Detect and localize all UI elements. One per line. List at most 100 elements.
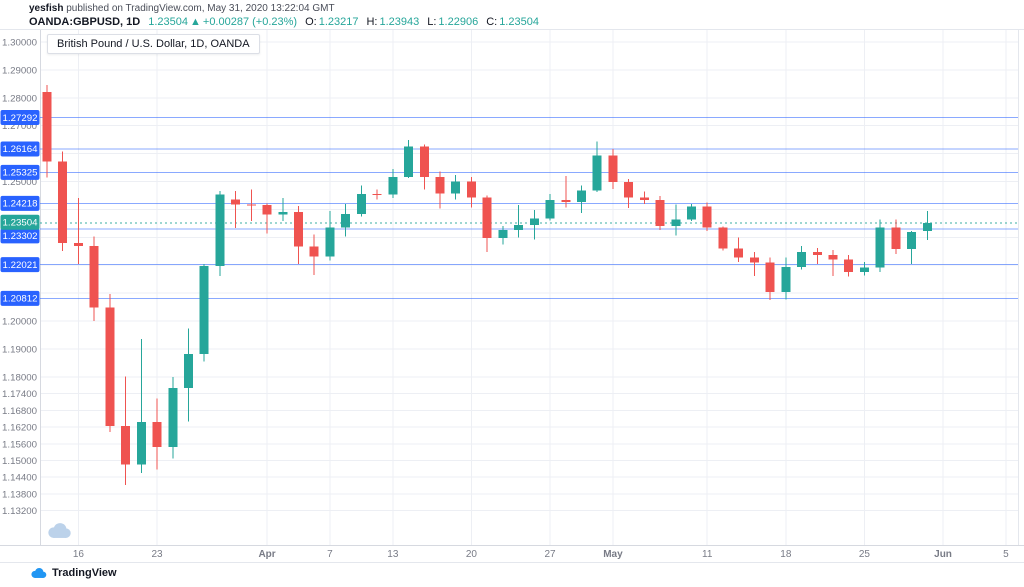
candle-body bbox=[624, 181, 634, 198]
candle-body bbox=[419, 146, 429, 178]
x-axis-label: 27 bbox=[544, 549, 556, 560]
candle-body bbox=[875, 227, 885, 268]
candle-body bbox=[105, 307, 115, 427]
candle-body bbox=[466, 181, 476, 198]
x-axis-label: 11 bbox=[702, 549, 713, 560]
candle-body bbox=[435, 177, 445, 194]
candle-body bbox=[561, 200, 571, 202]
x-axis-label: 13 bbox=[387, 549, 399, 560]
candle-body bbox=[325, 227, 335, 257]
publish-info: yesfish published on TradingView.com, Ma… bbox=[29, 3, 335, 14]
price-level-badge bbox=[0, 110, 40, 126]
candle-body bbox=[294, 212, 304, 247]
symbol-title[interactable]: OANDA:GBPUSD, 1D bbox=[29, 16, 141, 28]
y-axis-label: 1.13200 bbox=[2, 506, 37, 517]
x-axis-label: Apr bbox=[258, 549, 275, 560]
y-axis-label: 1.30000 bbox=[2, 38, 37, 49]
open-label: O: bbox=[305, 16, 317, 28]
candle-body bbox=[592, 155, 602, 191]
y-axis-label: 1.28000 bbox=[2, 93, 37, 104]
candle-body bbox=[639, 197, 649, 200]
candle-body bbox=[341, 214, 351, 228]
x-axis-label: 25 bbox=[859, 549, 871, 560]
publish-text: published on TradingView.com, May 31, 20… bbox=[63, 3, 335, 14]
symbol-status-line: OANDA:GBPUSD, 1D 1.23504 ▲ +0.00287 (+0.… bbox=[29, 16, 539, 28]
y-axis-label: 1.27000 bbox=[2, 121, 37, 132]
tradingview-footer-link[interactable]: TradingView bbox=[30, 567, 117, 579]
last-price: 1.23504 bbox=[148, 16, 188, 28]
y-axis-label: 1.29000 bbox=[2, 65, 37, 76]
candle-body bbox=[498, 230, 508, 239]
candle-body bbox=[687, 206, 697, 220]
author-name: yesfish bbox=[29, 3, 64, 14]
price-level-badge bbox=[0, 141, 40, 157]
candle-body bbox=[89, 245, 99, 308]
low-value: 1.22906 bbox=[438, 16, 479, 28]
y-axis-label: 1.13800 bbox=[2, 489, 37, 500]
candle-body bbox=[372, 193, 382, 195]
candle-body bbox=[183, 353, 193, 389]
price-level-badge bbox=[0, 195, 40, 211]
price-level-badge-text: 1.26164 bbox=[3, 144, 38, 154]
tradingview-brand: TradingView bbox=[52, 567, 117, 579]
candle-body bbox=[545, 200, 555, 219]
x-axis-label: 16 bbox=[73, 549, 85, 560]
price-change: +0.00287 (+0.23%) bbox=[202, 16, 298, 28]
candle-body bbox=[388, 177, 398, 195]
candle-body bbox=[576, 190, 586, 202]
candle-body bbox=[58, 161, 68, 244]
candle-body bbox=[907, 231, 917, 250]
candle-body bbox=[828, 254, 838, 260]
candle-body bbox=[262, 204, 272, 215]
close-label: C: bbox=[486, 16, 498, 28]
candle-body bbox=[514, 225, 524, 231]
x-axis-label: Jun bbox=[934, 549, 952, 560]
tradingview-watermark-icon bbox=[46, 522, 72, 544]
tradingview-logo-icon bbox=[30, 567, 47, 579]
candle-body bbox=[859, 267, 869, 273]
open-value: 1.23217 bbox=[318, 16, 359, 28]
symbol-legend-chip[interactable]: British Pound / U.S. Dollar, 1D, OANDA bbox=[47, 34, 260, 54]
candle-body bbox=[781, 266, 791, 292]
y-axis-label: 1.14400 bbox=[2, 473, 37, 484]
last-price-badge bbox=[0, 214, 40, 230]
x-axis-label: 18 bbox=[780, 549, 792, 560]
y-axis-label: 1.25000 bbox=[2, 177, 37, 188]
candle-body bbox=[309, 246, 319, 257]
candle-body bbox=[215, 194, 225, 267]
candle-body bbox=[356, 193, 366, 215]
candle-body bbox=[797, 251, 807, 267]
candle-body bbox=[922, 223, 932, 232]
candle-body bbox=[451, 181, 461, 194]
price-level-badge-text: 1.24218 bbox=[3, 199, 38, 209]
candle-body bbox=[891, 227, 901, 250]
x-axis-label: 5 bbox=[1003, 549, 1009, 560]
price-level-badge-text: 1.23302 bbox=[3, 231, 38, 241]
candle-body bbox=[404, 146, 414, 178]
candle-body bbox=[765, 262, 775, 292]
price-level-badge-text: 1.25325 bbox=[3, 168, 38, 178]
price-level-badge bbox=[0, 228, 40, 244]
price-level-badge bbox=[0, 290, 40, 306]
candle-body bbox=[42, 91, 52, 162]
candle-body bbox=[199, 266, 209, 354]
candle-body bbox=[671, 219, 681, 227]
candle-body bbox=[608, 155, 618, 182]
y-axis-label: 1.19000 bbox=[2, 344, 37, 355]
x-axis-label: May bbox=[603, 549, 623, 560]
high-label: H: bbox=[366, 16, 378, 28]
candle-body bbox=[749, 257, 759, 263]
y-axis-label: 1.20000 bbox=[2, 317, 37, 328]
price-level-badge bbox=[0, 164, 40, 180]
candle-body bbox=[812, 251, 822, 255]
candle-body bbox=[482, 197, 492, 239]
x-axis-label: 7 bbox=[327, 549, 333, 560]
price-level-badge-text: 1.22021 bbox=[3, 260, 38, 270]
y-axis-label: 1.15000 bbox=[2, 456, 37, 467]
candle-body bbox=[136, 421, 146, 465]
y-axis-label: 1.16800 bbox=[2, 406, 37, 417]
y-axis-label: 1.17400 bbox=[2, 389, 37, 400]
candle-body bbox=[702, 206, 712, 228]
